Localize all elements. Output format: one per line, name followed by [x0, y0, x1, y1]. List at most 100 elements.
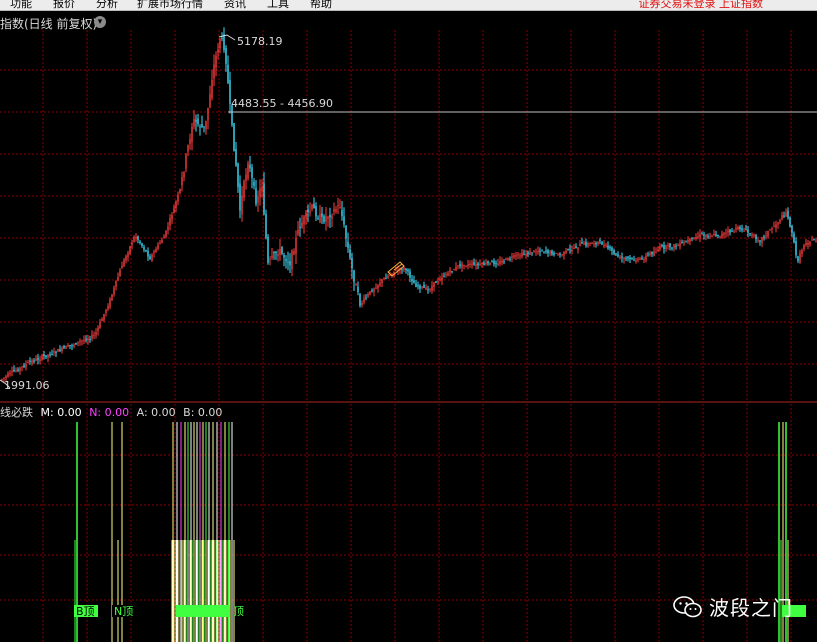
- candle-body: [351, 257, 353, 269]
- candle-body: [517, 254, 519, 256]
- candle-body: [417, 285, 419, 287]
- candle-body: [469, 264, 471, 266]
- candle-body: [801, 250, 803, 254]
- candle-body: [671, 247, 673, 249]
- candle-body: [449, 269, 451, 273]
- candle-body: [805, 243, 807, 246]
- candle-body: [451, 271, 453, 273]
- candle-body: [779, 220, 781, 223]
- candle-body: [815, 240, 817, 242]
- candle-body: [171, 214, 173, 220]
- candle-body: [187, 145, 189, 152]
- candle-body: [605, 245, 607, 247]
- candle-body: [161, 240, 163, 244]
- candle-body: [157, 244, 159, 250]
- candle-body: [583, 243, 585, 245]
- candle-body: [527, 252, 529, 255]
- arrow-annotation: [387, 261, 405, 277]
- signal-label-b-top: B顶: [76, 605, 95, 618]
- candle-body: [503, 261, 505, 263]
- candle-body: [287, 261, 289, 263]
- candle-body: [811, 239, 813, 241]
- candle-body: [677, 245, 679, 247]
- candle-body: [419, 285, 421, 289]
- chevron-down-icon[interactable]: ▾: [94, 16, 106, 28]
- candle-body: [669, 243, 671, 248]
- candle-body: [63, 345, 65, 348]
- candle-body: [335, 209, 337, 212]
- candle-body: [529, 251, 531, 255]
- high-marker-line: [218, 34, 236, 41]
- candle-body: [247, 163, 249, 179]
- candle-body: [441, 277, 443, 281]
- candle-body: [585, 242, 587, 246]
- candle-body: [563, 251, 565, 256]
- candle-body: [21, 366, 23, 368]
- candle-body: [209, 94, 211, 108]
- candle-body: [599, 240, 601, 242]
- candle-body: [569, 248, 571, 250]
- candle-body: [443, 276, 445, 278]
- candle-body: [55, 351, 57, 353]
- candle-body: [259, 188, 261, 198]
- candle-body: [253, 181, 255, 186]
- candle-body: [155, 249, 157, 253]
- menu-item-function[interactable]: 功能: [10, 0, 32, 10]
- candle-body: [375, 287, 377, 289]
- candle-body: [17, 369, 19, 371]
- candle-body: [129, 246, 131, 254]
- candle-body: [267, 236, 269, 263]
- candle-body: [721, 233, 723, 237]
- candle-body: [255, 188, 257, 205]
- candle-body: [15, 370, 17, 372]
- candle-body: [65, 346, 67, 349]
- candle-body: [403, 267, 405, 270]
- candle-body: [249, 164, 251, 169]
- candle-body: [531, 252, 533, 254]
- candle-body: [11, 371, 13, 373]
- menu-item-quote[interactable]: 报价: [53, 0, 75, 10]
- candle-body: [327, 216, 329, 219]
- login-status: 证券交易未登录 上证指数: [638, 0, 764, 10]
- candle-body: [149, 256, 151, 260]
- candle-body: [301, 222, 303, 228]
- signal-block-b: [74, 605, 98, 617]
- candle-body: [687, 240, 689, 243]
- candle-body: [285, 259, 287, 262]
- candle-body: [655, 251, 657, 253]
- candle-body: [515, 255, 517, 257]
- candle-body: [81, 340, 83, 342]
- candle-body: [135, 236, 137, 239]
- candle-body: [177, 194, 179, 202]
- candle-body: [181, 177, 183, 186]
- menu-item-analysis[interactable]: 分析: [96, 0, 118, 10]
- candle-body: [333, 208, 335, 212]
- candle-body: [725, 232, 727, 234]
- candle-body: [191, 126, 193, 143]
- candle-body: [425, 287, 427, 290]
- low-marker-line: [0, 379, 11, 389]
- candle-body: [309, 210, 311, 213]
- menu-item-extended-market[interactable]: 扩展市场行情: [137, 0, 203, 10]
- candle-body: [601, 241, 603, 245]
- candle-body: [205, 120, 207, 130]
- candle-body: [19, 367, 21, 372]
- candle-body: [615, 253, 617, 255]
- indicator-b-value: B: 0.00: [183, 406, 223, 419]
- candle-body: [645, 255, 647, 261]
- candle-body: [85, 339, 87, 341]
- candle-body: [745, 228, 747, 231]
- candlesticks: [1, 27, 817, 384]
- candle-body: [473, 262, 475, 265]
- candle-body: [125, 255, 127, 261]
- menu-item-help[interactable]: 帮助: [310, 0, 332, 10]
- candle-body: [237, 163, 239, 188]
- candle-body: [37, 357, 39, 360]
- candle-body: [313, 203, 315, 209]
- candle-body: [165, 230, 167, 237]
- menu-item-tools[interactable]: 工具: [267, 0, 289, 10]
- candle-body: [539, 250, 541, 252]
- candle-body: [707, 236, 709, 238]
- menu-item-news[interactable]: 资讯: [224, 0, 246, 10]
- candle-body: [409, 271, 411, 278]
